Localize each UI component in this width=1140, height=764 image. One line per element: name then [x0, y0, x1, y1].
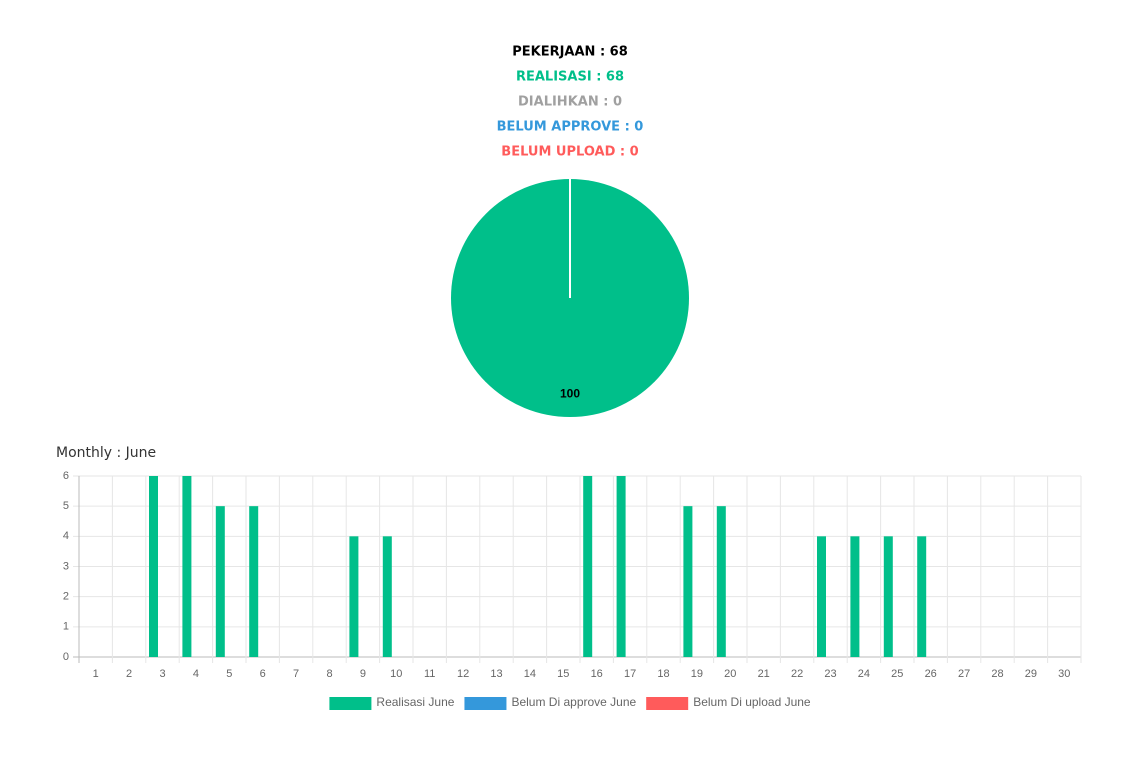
summary-line: BELUM UPLOAD : 0 [501, 145, 638, 160]
bar [716, 506, 726, 657]
bar [215, 506, 225, 657]
x-tick-label: 25 [891, 668, 903, 680]
bar [249, 506, 259, 657]
x-tick-label: 10 [390, 668, 402, 680]
x-tick-label: 15 [557, 668, 569, 680]
y-tick-label: 1 [63, 621, 69, 633]
bar [917, 536, 927, 657]
x-tick-label: 30 [1058, 668, 1070, 680]
x-tick-label: 24 [858, 668, 870, 680]
x-tick-label: 18 [657, 668, 669, 680]
x-tick-label: 7 [293, 668, 299, 680]
x-tick-label: 26 [925, 668, 937, 680]
x-tick-label: 17 [624, 668, 636, 680]
bar [149, 476, 158, 657]
bar [683, 506, 693, 657]
x-tick-label: 8 [326, 668, 332, 680]
x-tick-label: 19 [691, 668, 703, 680]
pie-value-label: 100 [560, 387, 580, 401]
bar [182, 476, 192, 657]
x-tick-label: 29 [1025, 668, 1037, 680]
y-tick-label: 6 [63, 470, 69, 482]
bar [616, 476, 626, 657]
x-tick-label: 12 [457, 668, 469, 680]
y-tick-label: 3 [63, 560, 69, 572]
bar [382, 536, 392, 657]
x-tick-label: 28 [991, 668, 1003, 680]
x-tick-label: 23 [824, 668, 836, 680]
summary-line: BELUM APPROVE : 0 [497, 120, 644, 135]
legend-swatch [646, 697, 689, 710]
legend-label: Belum Di upload June [693, 695, 811, 709]
bar-chart-title: Monthly : June [56, 445, 156, 461]
summary-line: REALISASI : 68 [516, 70, 624, 85]
summary-line: PEKERJAAN : 68 [512, 45, 628, 60]
y-tick-label: 4 [63, 530, 69, 542]
bar [583, 476, 593, 657]
x-tick-label: 5 [226, 668, 232, 680]
x-tick-label: 21 [758, 668, 770, 680]
y-tick-label: 5 [63, 500, 69, 512]
x-tick-label: 20 [724, 668, 736, 680]
legend-swatch [464, 697, 507, 710]
x-tick-label: 11 [424, 668, 435, 680]
legend-swatch [329, 697, 372, 710]
x-tick-label: 9 [360, 668, 366, 680]
legend-label: Realisasi June [376, 695, 454, 709]
x-tick-label: 3 [159, 668, 165, 680]
bar [850, 536, 860, 657]
bar [817, 536, 826, 657]
x-tick-label: 27 [958, 668, 970, 680]
x-tick-label: 2 [126, 668, 132, 680]
y-tick-label: 0 [63, 651, 69, 663]
x-tick-label: 4 [193, 668, 199, 680]
x-tick-label: 22 [791, 668, 803, 680]
x-tick-label: 13 [490, 668, 502, 680]
x-tick-label: 1 [93, 668, 99, 680]
x-tick-label: 14 [524, 668, 536, 680]
x-tick-label: 6 [260, 668, 266, 680]
bar [883, 536, 893, 657]
bar [349, 536, 359, 657]
x-tick-label: 16 [591, 668, 603, 680]
legend-label: Belum Di approve June [511, 695, 636, 709]
summary-line: DIALIHKAN : 0 [518, 95, 622, 110]
y-tick-label: 2 [63, 591, 69, 603]
